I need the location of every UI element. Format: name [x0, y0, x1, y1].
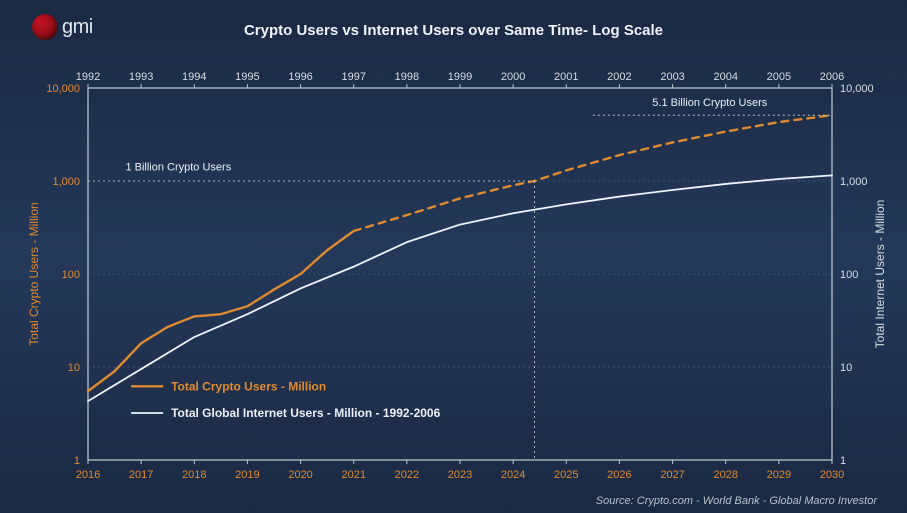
svg-text:1,000: 1,000: [840, 176, 868, 188]
svg-text:2021: 2021: [341, 469, 365, 481]
svg-text:1998: 1998: [395, 71, 419, 83]
svg-text:Total Crypto Users - Million: Total Crypto Users - Million: [27, 202, 41, 345]
svg-text:2026: 2026: [607, 469, 631, 481]
svg-text:1995: 1995: [235, 71, 259, 83]
svg-text:1997: 1997: [341, 71, 365, 83]
svg-text:1996: 1996: [288, 71, 312, 83]
svg-text:2005: 2005: [767, 71, 791, 83]
svg-text:1: 1: [840, 455, 846, 467]
svg-text:Total Crypto Users - Million: Total Crypto Users - Million: [171, 379, 326, 393]
svg-text:Total Global Internet Users -: Total Global Internet Users - Million - …: [171, 406, 441, 420]
svg-text:100: 100: [840, 269, 858, 281]
svg-text:10,000: 10,000: [46, 83, 80, 95]
svg-text:Total Internet Users - Million: Total Internet Users - Million: [873, 200, 887, 349]
svg-text:1,000: 1,000: [52, 176, 80, 188]
svg-text:2020: 2020: [288, 469, 312, 481]
svg-text:2030: 2030: [820, 469, 844, 481]
svg-text:1: 1: [74, 455, 80, 467]
svg-text:2018: 2018: [182, 469, 206, 481]
svg-text:2028: 2028: [713, 469, 737, 481]
svg-text:2019: 2019: [235, 469, 259, 481]
svg-text:2002: 2002: [607, 71, 631, 83]
source-text: Source: Crypto.com - World Bank - Global…: [596, 495, 877, 507]
svg-text:2004: 2004: [713, 71, 737, 83]
svg-text:2029: 2029: [767, 469, 791, 481]
svg-text:2001: 2001: [554, 71, 578, 83]
svg-text:10: 10: [68, 362, 80, 374]
svg-text:1994: 1994: [182, 71, 206, 83]
svg-text:10: 10: [840, 362, 852, 374]
chart-title: Crypto Users vs Internet Users over Same…: [0, 22, 907, 39]
svg-text:5.1 Billion Crypto Users: 5.1 Billion Crypto Users: [652, 97, 767, 109]
svg-text:2024: 2024: [501, 469, 525, 481]
svg-text:1992: 1992: [76, 71, 100, 83]
svg-text:2000: 2000: [501, 71, 525, 83]
svg-text:2022: 2022: [395, 469, 419, 481]
svg-text:1999: 1999: [448, 71, 472, 83]
svg-text:1993: 1993: [129, 71, 153, 83]
svg-text:100: 100: [62, 269, 80, 281]
svg-text:10,000: 10,000: [840, 83, 874, 95]
svg-text:1 Billion Crypto Users: 1 Billion Crypto Users: [125, 161, 231, 173]
svg-text:2017: 2017: [129, 469, 153, 481]
svg-text:2023: 2023: [448, 469, 472, 481]
svg-text:2027: 2027: [660, 469, 684, 481]
chart-svg: 1 1 10 10 100 100 1,000 1,000 10,000 10,000 2016 20…: [20, 46, 887, 497]
svg-text:2025: 2025: [554, 469, 578, 481]
svg-text:2006: 2006: [820, 71, 844, 83]
svg-text:2003: 2003: [660, 71, 684, 83]
chart-container: 1 1 10 10 100 100 1,000 1,000 10,000 10,000 2016 20…: [20, 46, 887, 497]
svg-text:2016: 2016: [76, 469, 100, 481]
